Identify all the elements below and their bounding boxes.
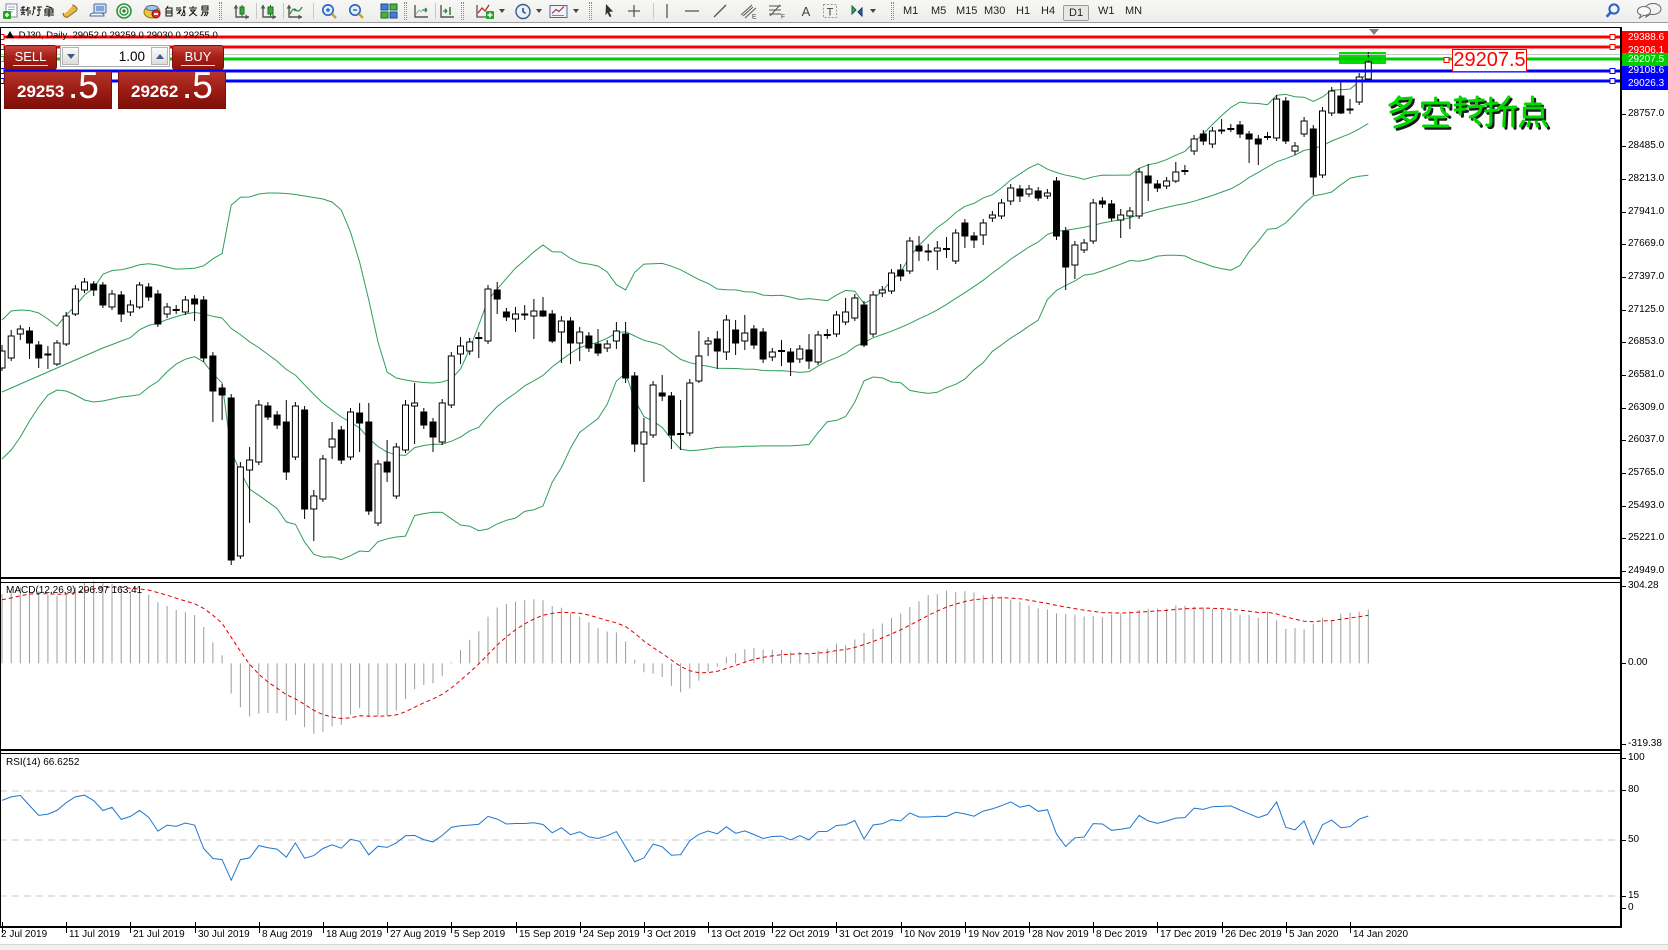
svg-text:F: F — [781, 14, 785, 20]
svg-text:E: E — [752, 14, 757, 20]
svg-text:T: T — [827, 7, 834, 19]
svg-text:A: A — [802, 4, 811, 19]
